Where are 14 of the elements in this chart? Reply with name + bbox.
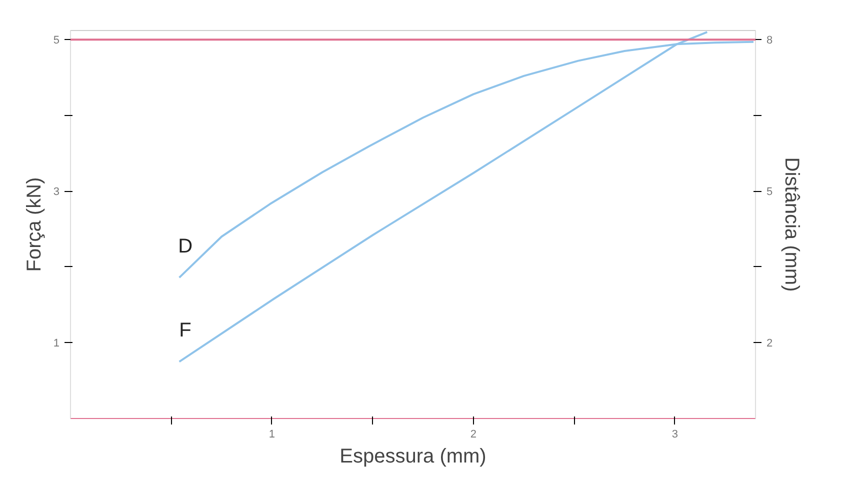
y2-axis-title: Distância (mm) bbox=[780, 157, 803, 292]
y2-tick-label: 8 bbox=[766, 34, 773, 47]
y-tick-label: 1 bbox=[53, 338, 60, 350]
series-label: D bbox=[178, 236, 193, 258]
y-tick-label: 5 bbox=[53, 34, 60, 47]
x-tick-label: 3 bbox=[672, 428, 678, 440]
x-axis-title: Espessura (mm) bbox=[340, 446, 486, 468]
x-tick-label: 2 bbox=[470, 428, 477, 440]
y2-tick-label: 2 bbox=[766, 338, 773, 350]
y-tick-label: 3 bbox=[53, 186, 60, 198]
y-axis-title: Força (kN) bbox=[23, 177, 46, 272]
x-tick-label: 1 bbox=[268, 428, 276, 440]
series-label: F bbox=[179, 320, 192, 342]
y2-tick-label: 5 bbox=[766, 186, 773, 198]
